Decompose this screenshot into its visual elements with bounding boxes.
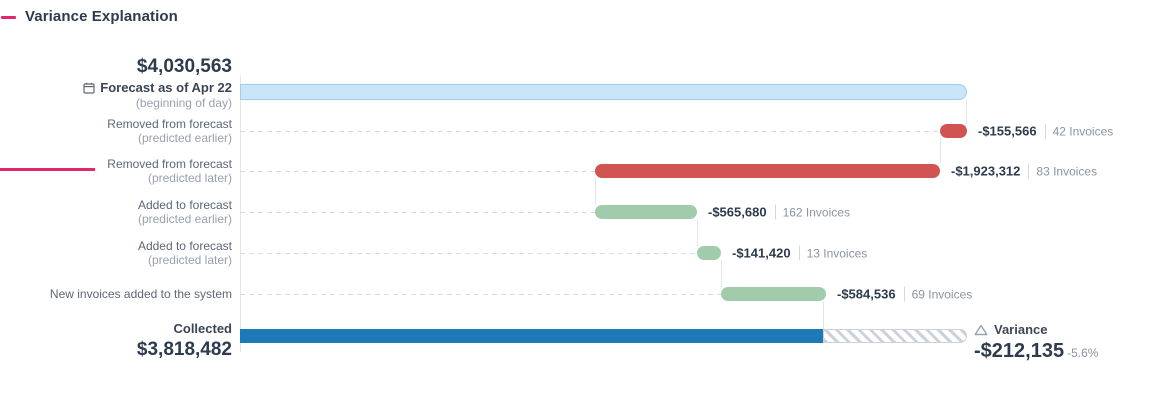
variance-value-row: -$212,135 -5.6% — [974, 340, 1098, 363]
step-label-4: Added to forecast (predicted later) — [138, 239, 232, 267]
step-label-line1: New invoices added to the system — [49, 287, 232, 301]
step-invoice-count: 13 Invoices — [806, 246, 868, 260]
panel-title: Variance Explanation — [25, 8, 178, 25]
row-dash-guide — [240, 253, 697, 254]
step-label-line1: Removed from forecast — [107, 157, 232, 171]
bar-connector-line — [595, 178, 596, 205]
step-value: -$584,536 — [837, 286, 896, 302]
calendar-icon — [83, 82, 95, 94]
row-highlight-line — [0, 168, 95, 171]
step-value: -$141,420 — [732, 245, 791, 261]
step-label-line2: (predicted later) — [147, 253, 232, 267]
row-dash-guide — [240, 212, 595, 213]
step-value-label-5: -$584,536 69 Invoices — [837, 286, 973, 302]
step-label-line2: (predicted earlier) — [137, 212, 232, 226]
variance-block: Variance -$212,135 -5.6% — [974, 322, 1098, 363]
row-dash-guide — [240, 171, 595, 172]
step-invoice-count: 42 Invoices — [1052, 124, 1114, 138]
collected-value: $3,818,482 — [136, 339, 232, 360]
step-bar-2[interactable] — [595, 164, 940, 178]
collapse-dash-icon[interactable] — [1, 16, 16, 19]
step-bar-1[interactable] — [940, 124, 967, 138]
step-value: -$565,680 — [708, 204, 767, 220]
step-label-5: New invoices added to the system — [50, 287, 232, 301]
forecast-value: $4,030,563 — [136, 56, 232, 77]
step-value: -$1,923,312 — [951, 163, 1021, 179]
step-invoice-count: 83 Invoices — [1036, 164, 1098, 178]
bar-connector-line — [721, 260, 722, 287]
bar-connector-line — [823, 301, 824, 329]
panel-header: Variance Explanation — [0, 0, 1162, 34]
variance-title-row: Variance — [974, 322, 1098, 337]
row-dash-guide — [240, 294, 721, 295]
variance-percentage: -5.6% — [1067, 346, 1099, 360]
bar-connector-line — [966, 100, 967, 124]
step-label-line1: Removed from forecast — [107, 117, 232, 131]
step-label-1: Removed from forecast (predicted earlier) — [107, 117, 232, 145]
bar-connector-line — [940, 138, 941, 164]
step-bar-5[interactable] — [721, 287, 826, 301]
step-value-label-3: -$565,680 162 Invoices — [708, 204, 850, 220]
forecast-label-block: $4,030,563 Forecast as of Apr 22 (beginn… — [83, 55, 232, 110]
variance-value: -$212,135 — [974, 340, 1065, 362]
step-label-line2: (predicted earlier) — [137, 131, 232, 145]
step-invoice-count: 162 Invoices — [782, 205, 850, 219]
step-invoice-count: 69 Invoices — [911, 287, 973, 301]
step-value: -$155,566 — [978, 123, 1037, 139]
step-bar-3[interactable] — [595, 205, 697, 219]
step-label-3: Added to forecast (predicted earlier) — [138, 198, 232, 226]
step-label-2: Removed from forecast (predicted later) — [107, 157, 232, 185]
variance-title: Variance — [994, 322, 1048, 337]
collected-label-block: Collected $3,818,482 — [137, 321, 232, 361]
collected-title: Collected — [173, 321, 232, 336]
value-separator — [903, 286, 905, 302]
collected-bar[interactable] — [240, 329, 823, 343]
value-separator — [774, 204, 776, 220]
step-label-line1: Added to forecast — [137, 198, 232, 212]
bar-connector-line — [697, 219, 698, 246]
chart-area: $4,030,563 Forecast as of Apr 22 (beginn… — [0, 40, 1162, 402]
step-value-label-1: -$155,566 42 Invoices — [978, 123, 1114, 139]
value-separator — [1028, 163, 1030, 179]
forecast-sublabel: (beginning of day) — [135, 96, 232, 110]
value-separator — [798, 245, 800, 261]
step-value-label-2: -$1,923,312 83 Invoices — [951, 163, 1098, 179]
step-value-label-4: -$141,420 13 Invoices — [732, 245, 868, 261]
value-separator — [1044, 123, 1046, 139]
step-label-line2: (predicted later) — [147, 171, 232, 185]
step-label-line1: Added to forecast — [137, 239, 232, 253]
forecast-title-row: Forecast as of Apr 22 — [83, 80, 232, 95]
forecast-bar[interactable] — [240, 84, 967, 100]
row-dash-guide — [240, 131, 940, 132]
baseline-axis — [240, 75, 241, 352]
triangle-outline-icon — [974, 324, 988, 335]
forecast-title: Forecast as of Apr 22 — [100, 80, 232, 95]
step-bar-4[interactable] — [697, 246, 721, 260]
variance-hatch-bar[interactable] — [823, 329, 967, 343]
